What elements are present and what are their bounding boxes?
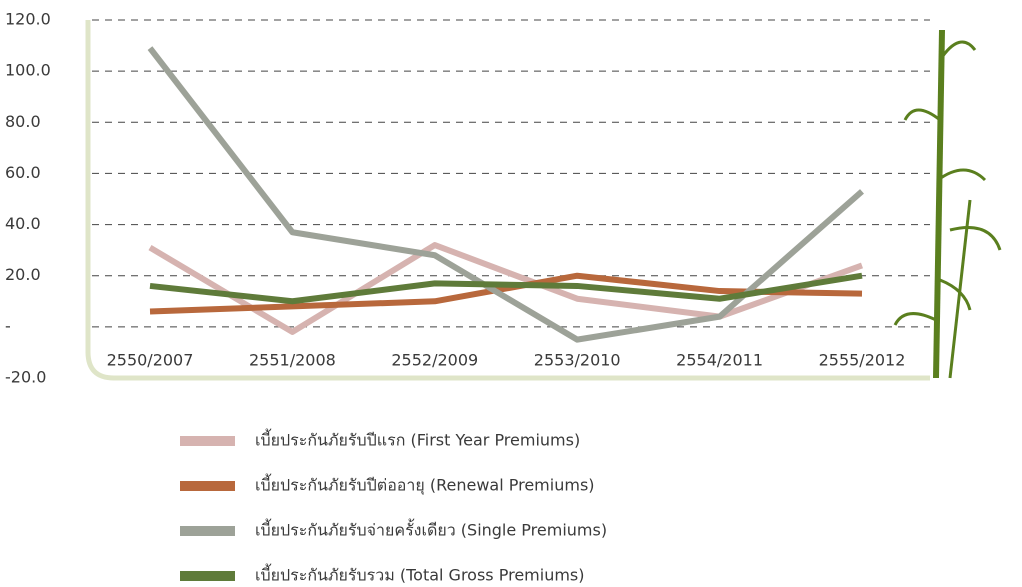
y-tick-label: 120.0 (5, 10, 51, 29)
legend-swatch (180, 571, 235, 581)
legend-swatch (180, 436, 235, 446)
x-tick-label: 2555/2012 (819, 351, 906, 370)
y-tick-label: 40.0 (5, 214, 41, 233)
y-tick-label: - (5, 316, 11, 335)
series-line (149, 272, 863, 315)
legend-label: เบี้ยประกันภัยรับปีต่ออายุ (Renewal Prem… (255, 474, 595, 496)
plot-frame (85, 20, 930, 381)
legend-swatch (180, 481, 235, 491)
x-tick-label: 2550/2007 (107, 351, 194, 370)
y-tick-label: 100.0 (5, 61, 51, 80)
y-tick-label: 60.0 (5, 163, 41, 182)
legend-swatch (180, 526, 235, 536)
x-tick-label: 2552/2009 (391, 351, 478, 370)
x-tick-label: 2553/2010 (534, 351, 621, 370)
y-tick-label: 80.0 (5, 112, 41, 131)
series-line (148, 242, 864, 335)
legend-label: เบี้ยประกันภัยรับจ่ายครั้งเดียว (Single … (255, 519, 607, 540)
legend: เบี้ยประกันภัยรับปีแรก (First Year Premi… (180, 429, 607, 585)
y-tick-label: -20.0 (5, 368, 46, 387)
y-tick-label: 20.0 (5, 265, 41, 284)
bamboo-decoration (893, 29, 1002, 379)
x-tick-label: 2554/2011 (676, 351, 763, 370)
series-line (149, 272, 863, 305)
legend-label: เบี้ยประกันภัยรับปีแรก (First Year Premi… (255, 429, 580, 450)
legend-label: เบี้ยประกันภัยรับรวม (Total Gross Premiu… (255, 564, 585, 585)
x-tick-label: 2551/2008 (249, 351, 336, 370)
